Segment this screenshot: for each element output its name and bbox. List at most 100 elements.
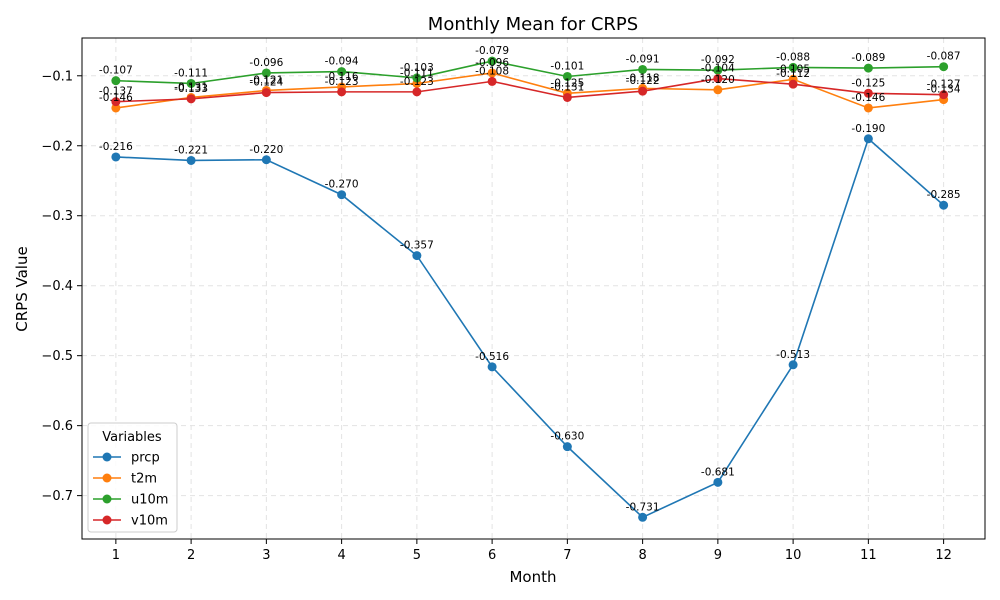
data-label-u10m: -0.096 xyxy=(249,57,283,69)
data-point-u10m xyxy=(638,64,648,74)
data-label-u10m: -0.107 xyxy=(99,65,133,77)
data-point-v10m xyxy=(186,94,196,104)
data-point-u10m xyxy=(412,73,422,83)
data-point-v10m xyxy=(713,74,723,84)
data-point-prcp xyxy=(638,512,648,522)
data-label-v10m: -0.131 xyxy=(550,81,584,93)
legend-box xyxy=(87,422,178,533)
legend: Variables prcp t2m u10m v10m xyxy=(87,422,178,533)
data-point-prcp xyxy=(939,200,949,210)
data-point-u10m xyxy=(863,63,873,73)
data-label-t2m: -0.116 xyxy=(325,71,359,83)
data-point-v10m xyxy=(788,79,798,89)
data-point-u10m xyxy=(487,56,497,66)
data-label-v10m: -0.122 xyxy=(626,75,660,87)
data-label-prcp: -0.270 xyxy=(325,179,359,191)
legend-marker-t2m xyxy=(102,473,112,483)
series-line-v10m xyxy=(115,77,944,103)
y-tick-label: −0.4 xyxy=(41,279,73,294)
data-label-prcp: -0.221 xyxy=(174,144,208,156)
data-label-prcp: -0.630 xyxy=(550,431,584,443)
data-point-v10m xyxy=(939,90,949,100)
legend-label-prcp: prcp xyxy=(131,451,160,466)
data-point-prcp xyxy=(713,477,723,487)
data-label-prcp: -0.220 xyxy=(249,144,283,156)
x-tick-label: 10 xyxy=(785,548,802,563)
legend-marker-v10m xyxy=(102,515,112,525)
data-point-prcp xyxy=(186,155,196,165)
data-label-prcp: -0.513 xyxy=(776,349,810,361)
y-tick-label: −0.5 xyxy=(41,349,73,364)
data-label-prcp: -0.681 xyxy=(701,466,735,478)
data-point-u10m xyxy=(337,67,347,77)
data-label-t2m: -0.111 xyxy=(400,67,434,79)
data-label-t2m: -0.146 xyxy=(851,92,885,104)
data-point-v10m xyxy=(337,87,347,97)
axis-ticks: 1 2 3 4 5 6 7 8 9 10 11 12−0.7−0.6−0.5−0.4−0.3−0.2−… xyxy=(41,69,951,563)
data-point-u10m xyxy=(939,62,949,72)
x-axis-label: Month xyxy=(509,568,556,586)
legend-label-v10m: v10m xyxy=(131,514,168,529)
data-point-prcp xyxy=(788,360,798,370)
data-point-t2m xyxy=(487,68,497,78)
x-tick-label: 7 xyxy=(563,548,571,563)
data-label-prcp: -0.516 xyxy=(475,351,509,363)
data-label-v10m: -0.125 xyxy=(851,77,885,89)
data-point-prcp xyxy=(337,190,347,200)
data-label-t2m: -0.125 xyxy=(550,77,584,89)
data-label-u10m: -0.111 xyxy=(174,67,208,79)
data-point-v10m xyxy=(863,88,873,98)
x-tick-label: 12 xyxy=(935,548,952,563)
grid xyxy=(82,38,985,539)
data-point-t2m xyxy=(713,85,723,95)
data-label-prcp: -0.357 xyxy=(400,240,434,252)
data-label-prcp: -0.285 xyxy=(927,189,961,201)
series-layer xyxy=(111,56,949,522)
x-tick-label: 2 xyxy=(187,548,195,563)
data-label-u10m: -0.103 xyxy=(400,62,434,74)
data-label-t2m: -0.105 xyxy=(776,63,810,75)
data-label-prcp: -0.731 xyxy=(626,501,660,513)
data-point-prcp xyxy=(412,251,422,261)
data-label-t2m: -0.131 xyxy=(174,81,208,93)
data-label-t2m: -0.134 xyxy=(927,84,961,96)
plot-frame xyxy=(81,37,986,540)
data-point-prcp xyxy=(261,155,271,165)
chart-title: Monthly Mean for CRPS xyxy=(428,14,638,35)
y-tick-label: −0.2 xyxy=(41,139,73,154)
data-point-prcp xyxy=(111,152,121,162)
data-point-u10m xyxy=(788,62,798,72)
data-point-prcp xyxy=(863,134,873,144)
data-label-v10m: -0.123 xyxy=(325,76,359,88)
data-label-t2m: -0.096 xyxy=(475,57,509,69)
data-label-u10m: -0.079 xyxy=(475,45,509,57)
x-tick-label: 11 xyxy=(860,548,877,563)
data-label-v10m: -0.124 xyxy=(249,77,283,89)
legend-label-t2m: t2m xyxy=(131,472,157,487)
data-point-u10m xyxy=(713,65,723,75)
x-tick-label: 6 xyxy=(488,548,496,563)
legend-label-u10m: u10m xyxy=(131,493,168,508)
y-tick-label: −0.3 xyxy=(41,209,73,224)
data-point-u10m xyxy=(261,68,271,78)
data-label-u10m: -0.094 xyxy=(325,56,359,68)
data-label-t2m: -0.121 xyxy=(249,74,283,86)
data-label-t2m: -0.118 xyxy=(626,72,660,84)
data-label-u10m: -0.087 xyxy=(927,51,961,63)
data-point-u10m xyxy=(111,76,121,86)
data-label-t2m: -0.120 xyxy=(701,74,735,86)
data-label-u10m: -0.092 xyxy=(701,54,735,66)
data-point-v10m xyxy=(638,86,648,96)
data-point-v10m xyxy=(412,87,422,97)
series-line-u10m xyxy=(115,60,944,85)
data-labels: -0.216 -0.221 -0.220 -0.270 -0.357 -0.516 -0.6… xyxy=(99,45,961,513)
legend-marker-prcp xyxy=(102,452,112,462)
data-label-v10m: -0.127 xyxy=(927,79,961,91)
data-point-t2m xyxy=(111,103,121,113)
legend-title: Variables xyxy=(102,430,162,445)
data-point-u10m xyxy=(562,71,572,81)
data-label-t2m: -0.146 xyxy=(99,92,133,104)
data-label-v10m: -0.108 xyxy=(475,65,509,77)
data-point-v10m xyxy=(261,88,271,98)
y-tick-label: −0.7 xyxy=(41,489,73,504)
